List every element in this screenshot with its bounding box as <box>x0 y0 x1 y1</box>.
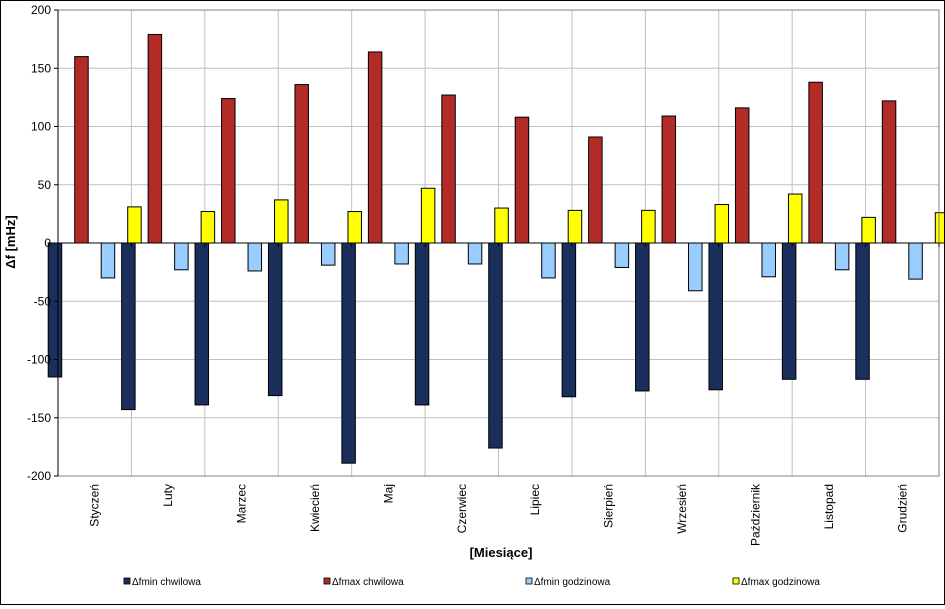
bar <box>341 242 356 464</box>
x-tick-label: Marzec <box>235 484 249 523</box>
bar <box>127 206 142 244</box>
bar <box>221 98 236 244</box>
x-tick-label: Luty <box>161 484 175 507</box>
x-tick-label: Kwiecień <box>308 484 322 532</box>
bar <box>834 242 850 271</box>
x-tick-label: Czerwiec <box>455 484 469 533</box>
bar <box>861 216 876 244</box>
bar <box>294 84 309 244</box>
bar <box>787 193 803 244</box>
y-tick-label: 100 <box>31 120 51 134</box>
bar <box>274 199 289 244</box>
legend-label: Δfmax godzinowa <box>741 577 820 588</box>
y-tick-label: -150 <box>27 411 51 425</box>
y-tick-label: 150 <box>31 61 51 75</box>
y-axis-title: Δf [mHz] <box>3 215 18 268</box>
legend-swatch <box>525 577 533 585</box>
bar <box>267 242 283 397</box>
y-tick-label: 200 <box>31 3 51 17</box>
bar <box>394 242 409 265</box>
x-tick-label: Sierpień <box>602 484 616 528</box>
bar <box>194 242 210 406</box>
bar <box>514 116 530 244</box>
bar <box>567 209 583 244</box>
bar <box>881 100 897 244</box>
bar <box>635 242 650 392</box>
legend-label: Δfmin chwilowa <box>132 577 201 588</box>
y-tick-label: -200 <box>27 469 51 483</box>
x-tick-label: Grudzień <box>895 484 909 533</box>
bar <box>414 242 430 406</box>
bar <box>661 115 677 244</box>
bar <box>247 242 263 272</box>
bar <box>347 211 362 244</box>
bar <box>761 242 776 278</box>
x-tick-label: Lipiec <box>528 484 542 515</box>
y-tick-label: 0 <box>44 236 51 250</box>
x-tick-label: Wrzesień <box>675 484 689 534</box>
bar <box>808 81 823 244</box>
legend-label: Δfmax chwilowa <box>332 577 404 588</box>
bar <box>614 242 630 268</box>
y-tick-label: 50 <box>38 178 52 192</box>
bar <box>200 211 216 244</box>
bar <box>708 242 723 391</box>
bar <box>488 242 503 449</box>
bar <box>121 242 136 411</box>
bars-layer <box>47 33 945 464</box>
bar <box>688 242 703 292</box>
bar <box>714 204 730 244</box>
x-tick-label: Październik <box>748 483 762 546</box>
bar <box>588 136 603 244</box>
bar <box>908 242 923 280</box>
y-tick-label: -100 <box>27 353 51 367</box>
bar <box>641 209 656 244</box>
y-tick-label: -50 <box>34 294 52 308</box>
legend-swatch <box>732 577 740 585</box>
x-axis-title: [Miesiące] <box>470 545 533 560</box>
x-tick-label: Maj <box>381 484 395 503</box>
bar <box>734 107 750 244</box>
bar <box>420 187 436 244</box>
bar <box>934 212 945 244</box>
bar <box>174 242 189 271</box>
x-tick-label: Listopad <box>822 484 836 529</box>
bar <box>320 242 336 266</box>
bar <box>100 242 116 279</box>
bar <box>494 207 509 244</box>
bar <box>855 242 870 380</box>
legend: Δfmin chwilowa Δfmax chwilowa Δfmin godzin… <box>123 577 820 588</box>
bar <box>467 242 483 265</box>
bar <box>74 56 89 244</box>
bar <box>147 33 163 244</box>
bar <box>367 51 383 244</box>
bar <box>541 242 556 279</box>
bar <box>781 242 797 380</box>
bar <box>441 94 456 244</box>
legend-swatch <box>323 577 331 585</box>
legend-swatch <box>123 577 131 585</box>
ticks-layer: -200 -150 -100 -50 0 50 100 150 200 Styczeń Luty Ma… <box>27 3 940 546</box>
x-tick-label: Styczeń <box>88 484 102 527</box>
legend-label: Δfmin godzinowa <box>534 577 611 588</box>
bar <box>561 242 577 398</box>
